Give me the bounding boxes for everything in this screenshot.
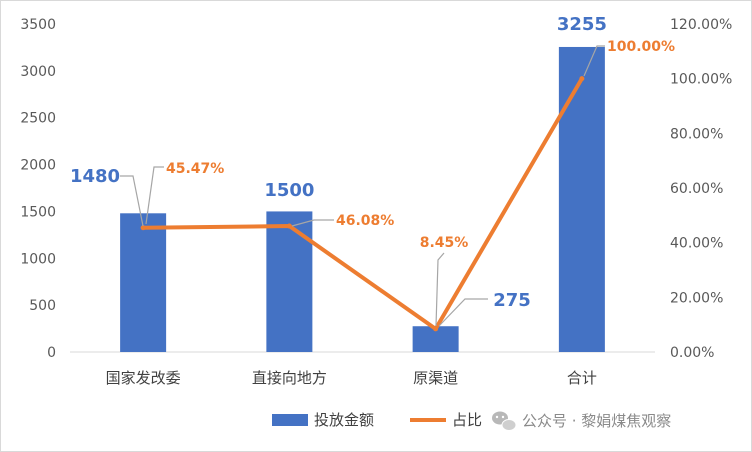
y-left-tick-label: 2000 <box>20 158 56 174</box>
y-left-tick-label: 0 <box>47 345 56 361</box>
bar <box>266 211 313 352</box>
x-tick-label: 合计 <box>567 369 597 387</box>
axes: 0 500 1000 1500 2000 2500 3000 3500 0.00% 20.00% 4… <box>20 17 732 387</box>
wechat-eye <box>495 415 499 419</box>
y-right-tick-label: 60.00% <box>670 181 723 197</box>
y-right-tick-label: 0.00% <box>670 345 714 361</box>
y-left-tick-label: 1000 <box>20 251 56 267</box>
line-data-label: 45.47% <box>166 161 224 177</box>
y-right-tick-label: 40.00% <box>670 236 723 252</box>
legend-label-line: 占比 <box>452 411 482 429</box>
bar <box>120 213 167 352</box>
bar-label-leader <box>438 298 488 327</box>
bar-data-label: 275 <box>493 290 531 311</box>
line-data-label: 46.08% <box>336 213 394 229</box>
bar-data-label: 3255 <box>557 14 607 35</box>
bar-data-label: 1500 <box>264 180 314 201</box>
y-left-tick-label: 2500 <box>20 111 56 127</box>
y-left-tick-label: 3500 <box>20 17 56 33</box>
y-left-tick-label: 1500 <box>20 204 56 220</box>
wechat-bubble-small <box>501 419 517 431</box>
bar-label-leader <box>120 175 144 227</box>
y-left-tick-label: 3000 <box>20 64 56 80</box>
watermark-text: 公众号 · 黎娟煤焦观察 <box>522 412 671 430</box>
legend: 投放金额 占比 <box>272 411 482 429</box>
line-layer <box>140 76 585 332</box>
y-right-tick-label: 80.00% <box>670 126 723 142</box>
line-label-leader <box>435 252 445 327</box>
line-label-leader <box>145 166 164 225</box>
y-left-tick-label: 500 <box>29 298 56 314</box>
y-right-tick-label: 100.00% <box>670 72 732 88</box>
wechat-icon <box>492 411 517 431</box>
line-label-leader <box>583 45 605 77</box>
line-data-label: 100.00% <box>607 39 675 55</box>
bar-data-label: 1480 <box>70 166 120 187</box>
x-tick-label: 直接向地方 <box>252 369 327 387</box>
y-right-tick-label: 20.00% <box>670 290 723 306</box>
line-point <box>433 326 439 332</box>
bar <box>558 46 605 353</box>
line-point <box>579 76 585 82</box>
watermark: 公众号 · 黎娟煤焦观察 <box>492 411 671 431</box>
line-label-leader <box>291 219 334 227</box>
line-point <box>286 223 292 229</box>
line-data-label: 8.45% <box>420 235 469 251</box>
wechat-eye <box>501 415 505 419</box>
legend-swatch-bar <box>272 414 308 426</box>
x-tick-label: 原渠道 <box>413 369 458 387</box>
x-tick-label: 国家发改委 <box>106 369 181 387</box>
line-point <box>140 225 146 231</box>
y-right-tick-label: 120.00% <box>670 17 732 33</box>
line-series-path <box>141 76 584 331</box>
data-labels: 1480 1500 275 3255 45.47% 46.08% 8.45% 100.00% <box>70 14 675 327</box>
legend-label-bar: 投放金额 <box>314 411 374 429</box>
